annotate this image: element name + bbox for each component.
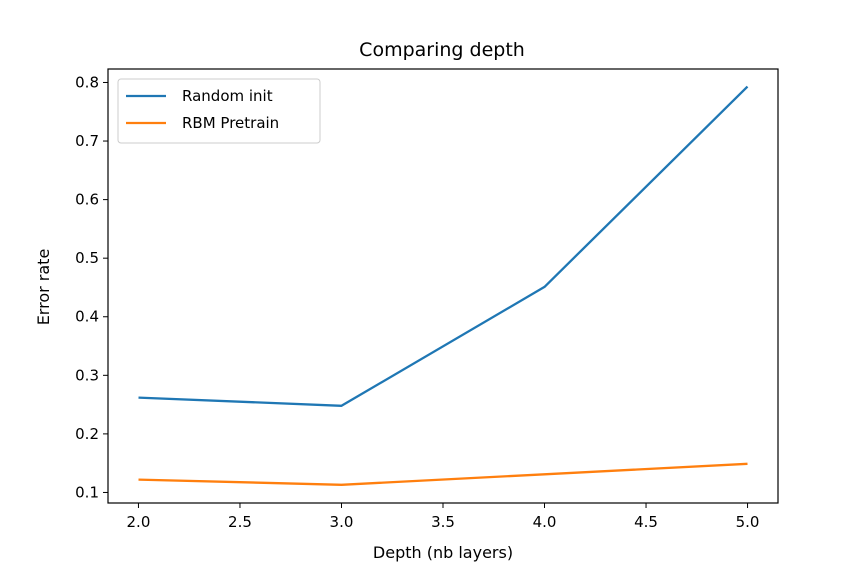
y-tick-label: 0.7 — [75, 132, 99, 150]
y-axis-ticks: 0.1 0.2 0.3 0.4 0.5 0.6 0.7 0.8 — [75, 73, 108, 501]
legend-label: RBM Pretrain — [182, 114, 279, 132]
x-tick-label: 4.5 — [634, 513, 658, 531]
y-tick-label: 0.4 — [75, 308, 99, 326]
series-lines — [138, 85, 749, 486]
x-axis-ticks: 2.0 2.5 3.0 3.5 4.0 4.5 5.0 — [127, 503, 760, 531]
y-tick-label: 0.1 — [75, 483, 99, 501]
x-tick-label: 2.0 — [127, 513, 151, 531]
x-axis-label: Depth (nb layers) — [373, 543, 513, 562]
plot-area-frame — [107, 68, 779, 504]
legend-label: Random init — [182, 87, 273, 105]
y-axis-label: Error rate — [34, 249, 53, 326]
y-tick-label: 0.3 — [75, 366, 99, 384]
x-tick-label: 4.0 — [533, 513, 557, 531]
series-line-1 — [138, 85, 749, 407]
x-tick-label: 5.0 — [736, 513, 760, 531]
y-tick-label: 0.8 — [75, 73, 99, 91]
y-tick-label: 0.5 — [75, 249, 99, 267]
legend: Random init RBM Pretrain — [117, 78, 321, 144]
x-tick-label: 3.5 — [431, 513, 455, 531]
y-tick-label: 0.6 — [75, 191, 99, 209]
y-tick-label: 0.2 — [75, 425, 99, 443]
series-line-2 — [138, 462, 748, 486]
chart-title: Comparing depth — [359, 39, 525, 61]
x-tick-label: 3.0 — [330, 513, 354, 531]
legend-box — [117, 78, 321, 144]
x-tick-label: 2.5 — [228, 513, 252, 531]
